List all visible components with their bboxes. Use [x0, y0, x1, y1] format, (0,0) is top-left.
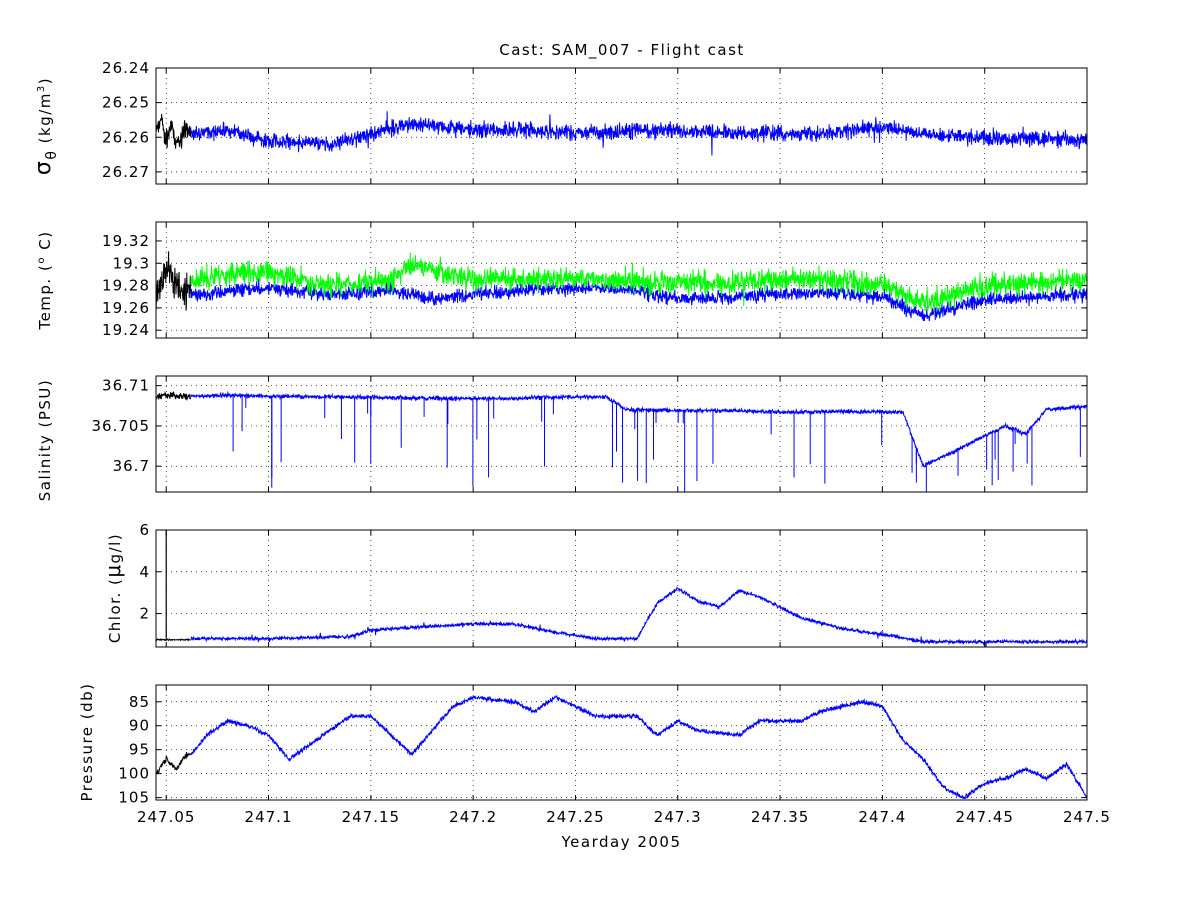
series-line-initial [156, 637, 191, 642]
y-tick-label: 6 [139, 521, 150, 539]
chart-title: Cast: SAM_007 - Flight cast [499, 41, 745, 60]
y-tick-label: 85 [129, 693, 150, 711]
y-tick-label: 36.7 [113, 457, 150, 475]
y-tick-label: 26.24 [102, 59, 150, 77]
axes-frame [155, 375, 1088, 493]
series-line-main [190, 111, 1087, 156]
panel-2: 19.24 19.26 19.28 19.3 19.32 Temp. (o C) [36, 221, 1088, 339]
x-tick-label: 247.25 [546, 808, 605, 826]
series-line-initial [156, 752, 191, 775]
y-tick-label: 26.26 [102, 128, 150, 146]
x-tick-label: 247.1 [245, 808, 293, 826]
y-tick-label: 36.71 [102, 377, 150, 395]
series-line-main [190, 586, 1087, 647]
x-tick-label: 247.5 [1063, 808, 1111, 826]
series-line-initial [156, 113, 192, 149]
x-tick-label: 247.15 [342, 808, 401, 826]
y-axis-label: Salinity (PSU) [36, 379, 54, 502]
y-axis-label: σθ (kg/m3) [31, 77, 60, 175]
series-line-initial [156, 251, 192, 312]
series-line-initial [156, 390, 192, 402]
y-tick-label: 105 [118, 789, 150, 807]
series-line-main [190, 694, 1087, 800]
y-tick-label: 90 [129, 717, 150, 735]
y-axis-label: Pressure (db) [78, 682, 96, 801]
y-tick-label: 2 [139, 605, 150, 623]
x-axis-label: Yearday 2005 [560, 833, 681, 851]
axes-frame [155, 67, 1088, 185]
y-tick-label: 19.32 [102, 232, 150, 250]
y-tick-label: 26.27 [102, 163, 150, 181]
axes-frame [155, 684, 1088, 801]
x-tick-label: 247.35 [751, 808, 810, 826]
axes-frame [155, 529, 1088, 648]
x-tick-label: 247.3 [654, 808, 702, 826]
x-tick-label: 247.4 [858, 808, 906, 826]
y-tick-label: 26.25 [102, 94, 150, 112]
y-tick-label: 19.28 [102, 277, 150, 295]
y-tick-label: 19.24 [102, 321, 150, 339]
x-tick-label: 247.45 [955, 808, 1014, 826]
y-axis-label: Temp. (o C) [36, 230, 54, 330]
y-tick-label: 4 [139, 563, 150, 581]
y-tick-label: 100 [118, 765, 150, 783]
series-line-secondary [190, 252, 1087, 313]
panel-3: 36.7 36.705 36.71 Salinity (PSU) [36, 375, 1088, 502]
y-axis-label: Chlor. (μg/l) [101, 533, 125, 643]
panel-1: 26.24 26.25 26.26 26.27 σθ (kg/m3) [31, 59, 1088, 185]
axes-frame [155, 221, 1088, 339]
y-tick-label: 19.3 [113, 254, 150, 272]
panel-5: 247.05 247.1 247.15 247.2 247.25 247.3 247.35 2… [78, 682, 1111, 851]
series-line-main [190, 390, 1087, 469]
x-tick-label: 247.2 [449, 808, 497, 826]
panel-4: 2 4 6 Chlor. (μg/l) [101, 521, 1088, 648]
x-tick-label: 247.05 [137, 808, 196, 826]
y-tick-label: 19.26 [102, 299, 150, 317]
y-tick-label: 36.705 [92, 417, 151, 435]
y-tick-label: 95 [129, 741, 150, 759]
